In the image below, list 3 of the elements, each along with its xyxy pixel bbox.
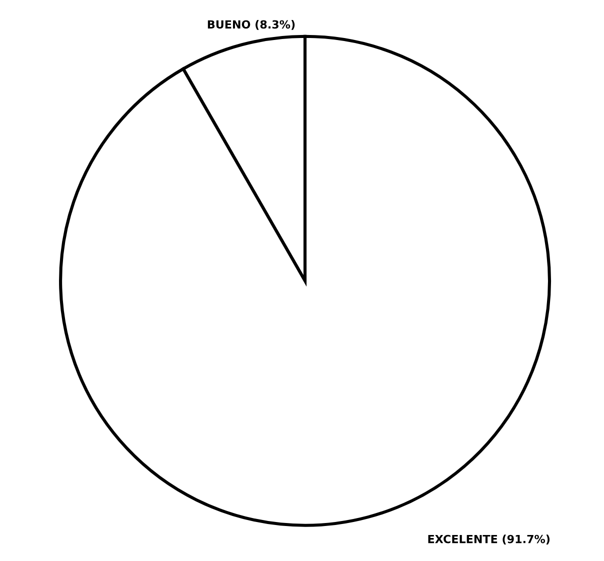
slice-label: BUENO (8.3%) (208, 20, 295, 30)
slice-label: EXCELENTE (91.7%) (428, 534, 550, 545)
pie-slice (59, 34, 552, 527)
